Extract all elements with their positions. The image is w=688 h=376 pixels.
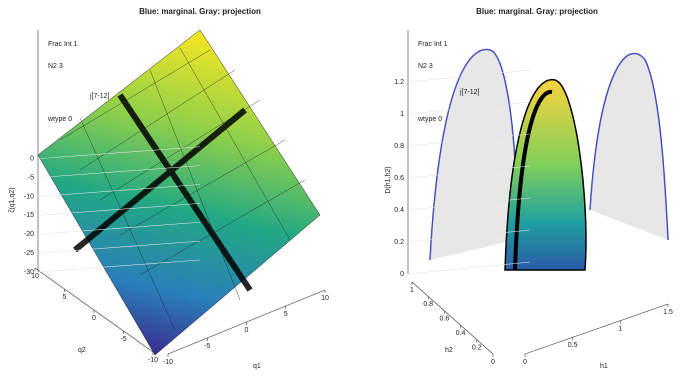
x-axis	[524, 303, 669, 355]
x-tick-label: 10	[321, 295, 329, 302]
y-tick-label: -10	[148, 357, 158, 364]
z-grid-line	[407, 133, 531, 147]
y-tick-label: 0.6	[440, 316, 450, 323]
y-axis	[411, 281, 494, 355]
annotation: j[7-12]	[459, 89, 480, 96]
y-tick-label: 0.8	[423, 301, 433, 308]
annotation: wtype 0	[417, 116, 442, 123]
x-tick-label: -5	[204, 343, 210, 350]
z-grid-line	[407, 261, 531, 275]
z-grid-line	[37, 165, 201, 178]
annotation: j[7-12]	[89, 93, 110, 100]
y-axis-label: h2	[445, 347, 453, 354]
z-tick-label: 0.8	[394, 143, 404, 150]
annotation: N2 3	[48, 63, 63, 70]
z-tick-label: 0.2	[394, 239, 404, 246]
y-tick-label: 5	[63, 294, 67, 301]
z-grid-line	[407, 69, 531, 83]
y-tick-label: 0.2	[472, 344, 482, 351]
z-grid-line	[37, 146, 201, 160]
z-tick-label: 0.4	[394, 207, 404, 214]
annotation: wtype 0	[47, 116, 72, 123]
z-grid-line	[407, 197, 531, 211]
z-tick-label: 0	[400, 271, 404, 278]
x-axis-label: q1	[253, 363, 261, 370]
z-grid-line	[407, 229, 531, 243]
annotation: Frac Int 1	[48, 41, 78, 48]
x-tick-label: 1.5	[663, 309, 673, 316]
z-tick-label: -5	[28, 174, 34, 181]
z-tick-label: -30	[24, 269, 34, 276]
z-axis-label: ζ(q1,q2)	[9, 187, 16, 212]
annotation: N2 3	[418, 63, 433, 70]
z-tick-label: 1	[400, 111, 404, 118]
z-tick-label: 0	[30, 156, 34, 163]
z-grid-line	[407, 101, 531, 115]
z-tick-label: 1.2	[394, 79, 404, 86]
z-tick-label: 0.6	[394, 175, 404, 182]
y-axis-label: q2	[78, 347, 86, 354]
y-tick-label: 1	[410, 287, 414, 294]
x-tick-label: 0	[523, 359, 527, 366]
x-tick-label: 0.5	[568, 342, 578, 349]
z-tick-label: -25	[24, 250, 34, 257]
z-grid-line	[407, 165, 531, 179]
y-tick-label: 0.4	[456, 330, 466, 337]
z-grid-line	[37, 184, 201, 197]
surface-right	[429, 48, 669, 271]
y-tick-label: 0	[92, 315, 96, 322]
z-grid-line	[37, 221, 201, 235]
z-grid-line	[37, 240, 201, 254]
x-tick-label: 1	[618, 326, 622, 333]
y-tick-label: 0	[491, 359, 495, 366]
z-grid-line	[37, 259, 201, 273]
x-axis-label: h1	[600, 363, 608, 370]
surface-left	[37, 29, 321, 356]
chart-title: Blue: marginal. Gray: projection	[476, 7, 598, 16]
y-tick-label: 10	[31, 273, 39, 280]
z-tick-label: -15	[24, 212, 34, 219]
z-grid-line	[37, 203, 201, 216]
x-tick-label: 0	[245, 327, 249, 334]
z-tick-label: -20	[24, 231, 34, 238]
x-tick-label: 5	[284, 311, 288, 318]
annotation: Frac Int 1	[418, 41, 448, 48]
z-tick-label: -10	[24, 193, 34, 200]
y-tick-label: -5	[120, 336, 126, 343]
x-tick-label: -10	[163, 359, 173, 366]
chart-title: Blue: marginal. Gray: projection	[139, 7, 261, 16]
z-axis-label: D(h1,h2)	[385, 166, 392, 193]
